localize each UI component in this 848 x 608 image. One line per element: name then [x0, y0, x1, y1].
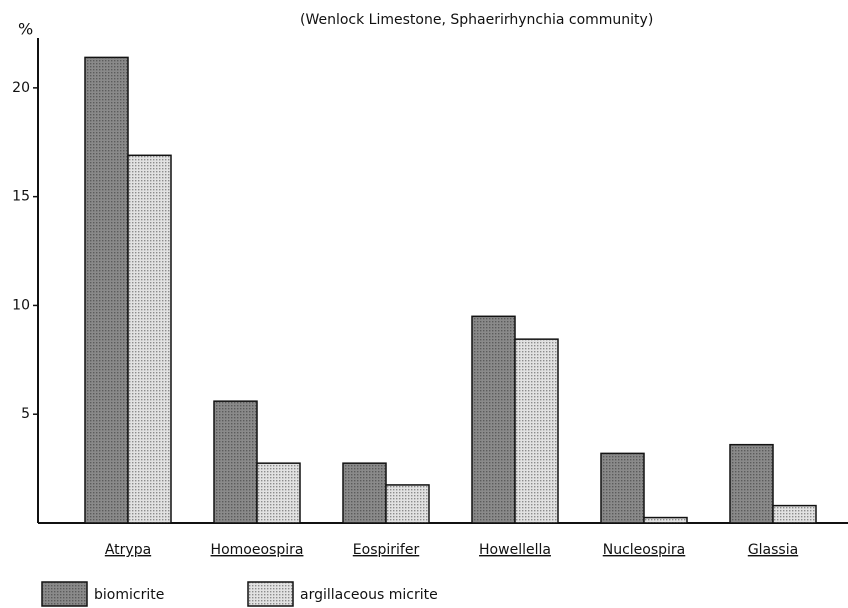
bar	[471, 315, 516, 524]
bar	[342, 462, 387, 524]
bar	[256, 462, 301, 524]
x-tick-label: Eospirifer	[353, 542, 420, 558]
x-tick-label: Nucleospira	[603, 542, 686, 558]
bar	[213, 400, 258, 524]
x-tick-label: Atrypa	[105, 542, 151, 558]
legend-label: biomicrite	[94, 587, 164, 603]
bar	[84, 56, 129, 524]
y-tick-label: 10	[12, 297, 30, 313]
x-tick-label: Howellella	[479, 542, 551, 558]
bar	[600, 452, 645, 524]
bar	[385, 484, 430, 524]
legend-swatch-texture	[248, 582, 293, 606]
x-tick-label: Glassia	[748, 542, 798, 558]
y-tick-label: 15	[12, 189, 30, 205]
y-tick-label: 20	[12, 80, 30, 96]
chart-title: (Wenlock Limestone, Sphaerirhynchia comm…	[300, 12, 653, 28]
x-tick-label: Homoeospira	[211, 542, 304, 558]
bar	[772, 504, 817, 524]
bar	[514, 338, 559, 524]
legend-swatch-texture	[42, 582, 87, 606]
bar	[729, 443, 774, 524]
legend-label: argillaceous micrite	[300, 587, 438, 603]
y-axis-label: %	[18, 20, 33, 39]
bar	[643, 516, 688, 524]
bar	[127, 154, 172, 524]
y-tick-label: 5	[21, 406, 30, 422]
